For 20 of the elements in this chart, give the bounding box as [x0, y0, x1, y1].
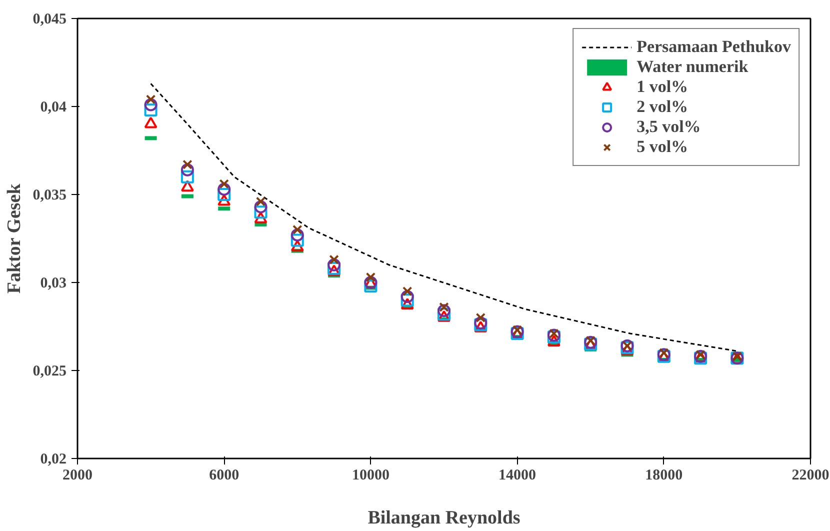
legend-label: 5 vol%: [636, 137, 688, 157]
y-tick-label: 0,02: [40, 452, 66, 468]
y-tick-label: 0,03: [40, 276, 66, 292]
legend-label: Persamaan Pethukov: [636, 37, 791, 57]
y-axis-title: Faktor Gesek: [4, 183, 25, 294]
y-tick-label: 0,045: [32, 12, 66, 28]
legend-label: 1 vol%: [636, 77, 688, 97]
x-tick-label: 6000: [209, 468, 240, 484]
x-tick-label: 2000: [62, 468, 92, 484]
x-tick-label: 14000: [498, 468, 536, 484]
y-tick-label: 0,025: [32, 364, 66, 380]
x-tick-label: 10000: [352, 468, 390, 484]
x-tick-label: 22000: [792, 468, 830, 484]
legend-label: 2 vol%: [636, 97, 688, 117]
legend-label: Water numerik: [636, 57, 748, 77]
y-tick-label: 0,035: [32, 188, 66, 204]
y-tick-label: 0,04: [40, 100, 67, 116]
legend-label: 3,5 vol%: [636, 117, 701, 137]
x-tick-label: 18000: [645, 468, 683, 484]
x-axis-title: Bilangan Reynolds: [368, 508, 520, 528]
